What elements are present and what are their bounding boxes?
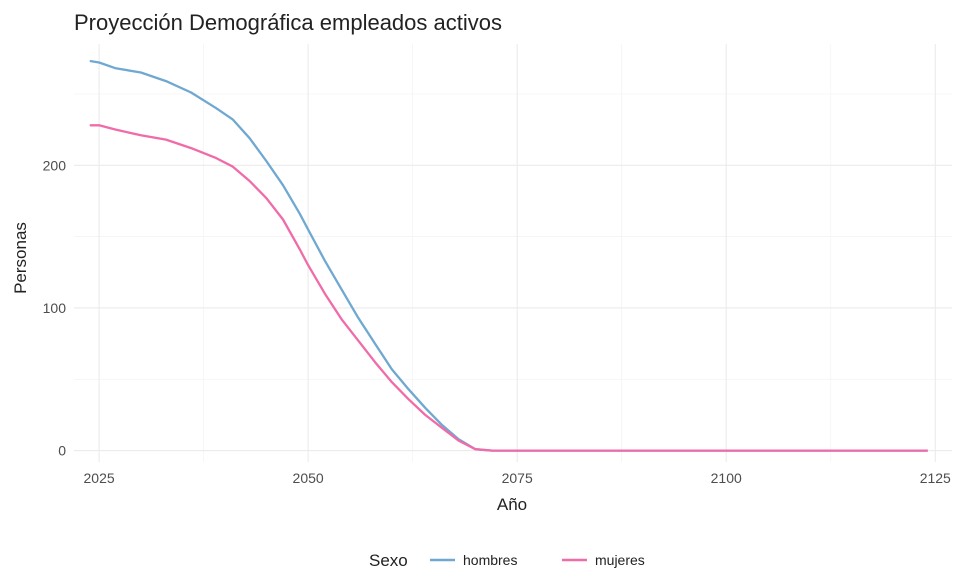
x-tick-label: 2075: [502, 470, 533, 486]
legend-label-mujeres: mujeres: [595, 552, 645, 568]
series-line-hombres: [89, 59, 929, 452]
chart-title: Proyección Demográfica empleados activos: [74, 10, 502, 35]
y-tick-label: 200: [43, 157, 67, 173]
gridlines: [74, 44, 952, 462]
y-axis-title: Personas: [11, 222, 30, 294]
y-tick-label: 100: [43, 300, 67, 316]
y-tick-label: 0: [58, 443, 66, 459]
legend-label-hombres: hombres: [463, 552, 517, 568]
x-tick-label: 2125: [920, 470, 951, 486]
x-axis-ticks: 2025 2050 2075 2100 2125: [84, 470, 952, 486]
legend: Sexo hombres mujeres: [369, 551, 645, 570]
x-tick-label: 2050: [293, 470, 324, 486]
series-lines: [89, 59, 929, 452]
x-axis-title: Año: [497, 495, 527, 514]
y-axis-ticks: 0 100 200: [43, 157, 67, 458]
legend-title: Sexo: [369, 551, 408, 570]
x-tick-label: 2025: [84, 470, 115, 486]
x-tick-label: 2100: [711, 470, 742, 486]
series-line-mujeres: [89, 124, 929, 452]
